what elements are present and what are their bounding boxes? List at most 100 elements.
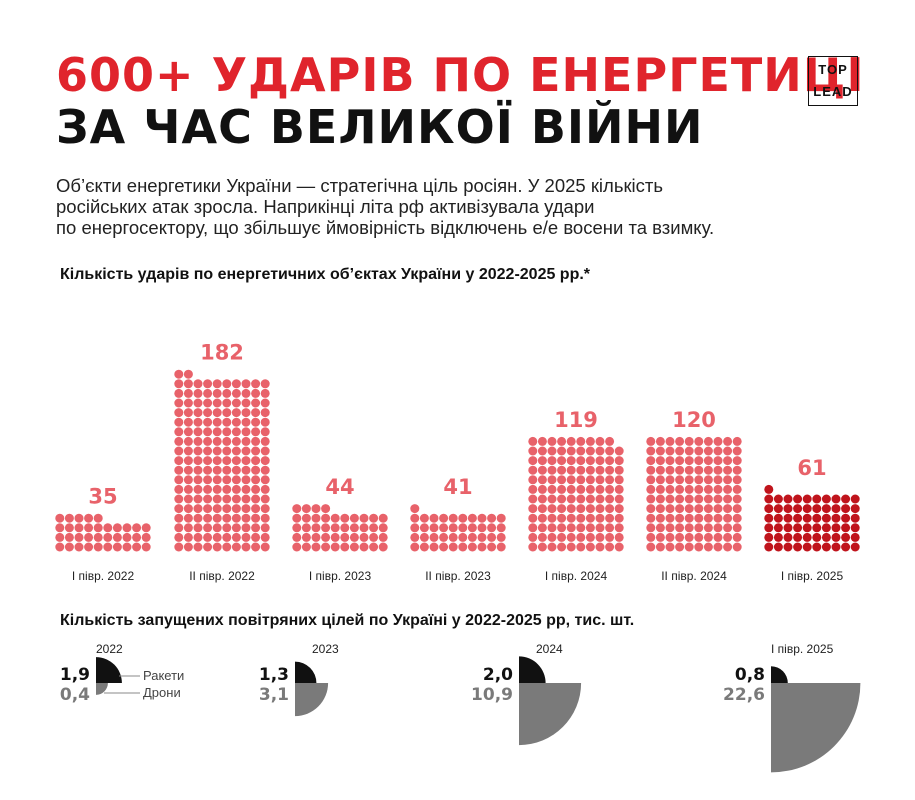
strike-dot <box>841 504 851 514</box>
strike-dot <box>694 542 704 552</box>
strike-dot <box>410 513 420 523</box>
strike-dot <box>812 523 822 533</box>
strike-dot <box>713 436 723 446</box>
strike-dot <box>793 532 803 542</box>
strike-dot <box>222 532 232 542</box>
strike-dot <box>566 532 576 542</box>
drones-value: 22,6 <box>723 685 765 705</box>
strike-dot <box>713 475 723 485</box>
strike-dot <box>467 542 477 552</box>
strike-dot <box>764 494 774 504</box>
strike-dot <box>566 465 576 475</box>
strike-dot <box>183 408 193 418</box>
strike-dot <box>292 532 302 542</box>
strike-dot <box>537 513 547 523</box>
strike-dot <box>783 532 793 542</box>
strike-dot <box>694 513 704 523</box>
strike-dot <box>694 484 704 494</box>
strike-dot <box>703 513 713 523</box>
strike-dot <box>203 379 213 389</box>
strike-dot <box>231 408 241 418</box>
strike-dot <box>831 542 841 552</box>
strike-dot <box>378 532 388 542</box>
strike-dot <box>614 523 624 533</box>
strike-dot <box>496 513 506 523</box>
strike-dot <box>732 475 742 485</box>
strike-dot <box>528 446 538 456</box>
strike-dot <box>764 542 774 552</box>
strike-dot <box>694 504 704 514</box>
strike-dot <box>174 523 184 533</box>
strike-dot <box>585 532 595 542</box>
strike-dot <box>458 513 468 523</box>
drones-value: 10,9 <box>471 685 513 705</box>
strike-dot <box>251 475 261 485</box>
strike-dot <box>665 456 675 466</box>
strike-dot <box>222 494 232 504</box>
strike-dot <box>260 388 270 398</box>
strike-dot <box>595 542 605 552</box>
strike-dot <box>665 542 675 552</box>
strike-dot <box>203 398 213 408</box>
strike-dot <box>646 446 656 456</box>
strike-dot <box>93 523 103 533</box>
strike-dot <box>467 532 477 542</box>
strike-dot <box>467 523 477 533</box>
strike-dot <box>585 513 595 523</box>
strike-dot <box>458 523 468 533</box>
strike-dot <box>576 504 586 514</box>
strike-dot <box>665 446 675 456</box>
strike-dot <box>665 504 675 514</box>
strike-dot <box>369 523 379 533</box>
strike-dot <box>713 494 723 504</box>
strike-dot <box>566 446 576 456</box>
strike-dot <box>547 542 557 552</box>
strike-dot <box>141 532 151 542</box>
strike-dot <box>802 542 812 552</box>
strike-dot <box>694 456 704 466</box>
strike-dot <box>694 465 704 475</box>
strike-dot <box>203 446 213 456</box>
bar-value-label: 61 <box>797 456 826 480</box>
strike-dot <box>655 484 665 494</box>
strike-dot <box>528 456 538 466</box>
year-label: 2023 <box>312 642 339 656</box>
strike-dot <box>429 532 439 542</box>
strike-dot <box>203 513 213 523</box>
strike-dot <box>713 446 723 456</box>
strike-dot <box>174 388 184 398</box>
strike-dot <box>260 484 270 494</box>
strike-dot <box>74 542 84 552</box>
strike-dot <box>585 504 595 514</box>
strike-dot <box>231 504 241 514</box>
strike-dot <box>292 513 302 523</box>
strike-dot <box>260 398 270 408</box>
strike-dot <box>203 427 213 437</box>
strike-dot <box>419 523 429 533</box>
strike-dot <box>260 379 270 389</box>
strike-dot <box>251 427 261 437</box>
strike-dot <box>477 513 487 523</box>
strike-dot <box>703 523 713 533</box>
strike-dot <box>251 542 261 552</box>
strike-dot <box>174 475 184 485</box>
strike-dot <box>585 542 595 552</box>
strike-dot <box>655 523 665 533</box>
strike-dot <box>429 513 439 523</box>
strike-dot <box>55 523 65 533</box>
strike-dot <box>212 398 222 408</box>
strike-dot <box>783 513 793 523</box>
strike-dot <box>183 446 193 456</box>
strike-dot <box>174 398 184 408</box>
strike-dot <box>241 456 251 466</box>
strike-dot <box>292 523 302 533</box>
strike-dot <box>222 388 232 398</box>
strikes-chart-title: Кількість ударів по енергетичних об’єкта… <box>60 266 591 283</box>
strike-dot <box>222 465 232 475</box>
strike-dot <box>203 504 213 514</box>
strike-dot <box>684 542 694 552</box>
strike-dot <box>231 532 241 542</box>
strike-dot <box>703 475 713 485</box>
drones-quarter <box>96 683 108 695</box>
strike-dot <box>614 446 624 456</box>
